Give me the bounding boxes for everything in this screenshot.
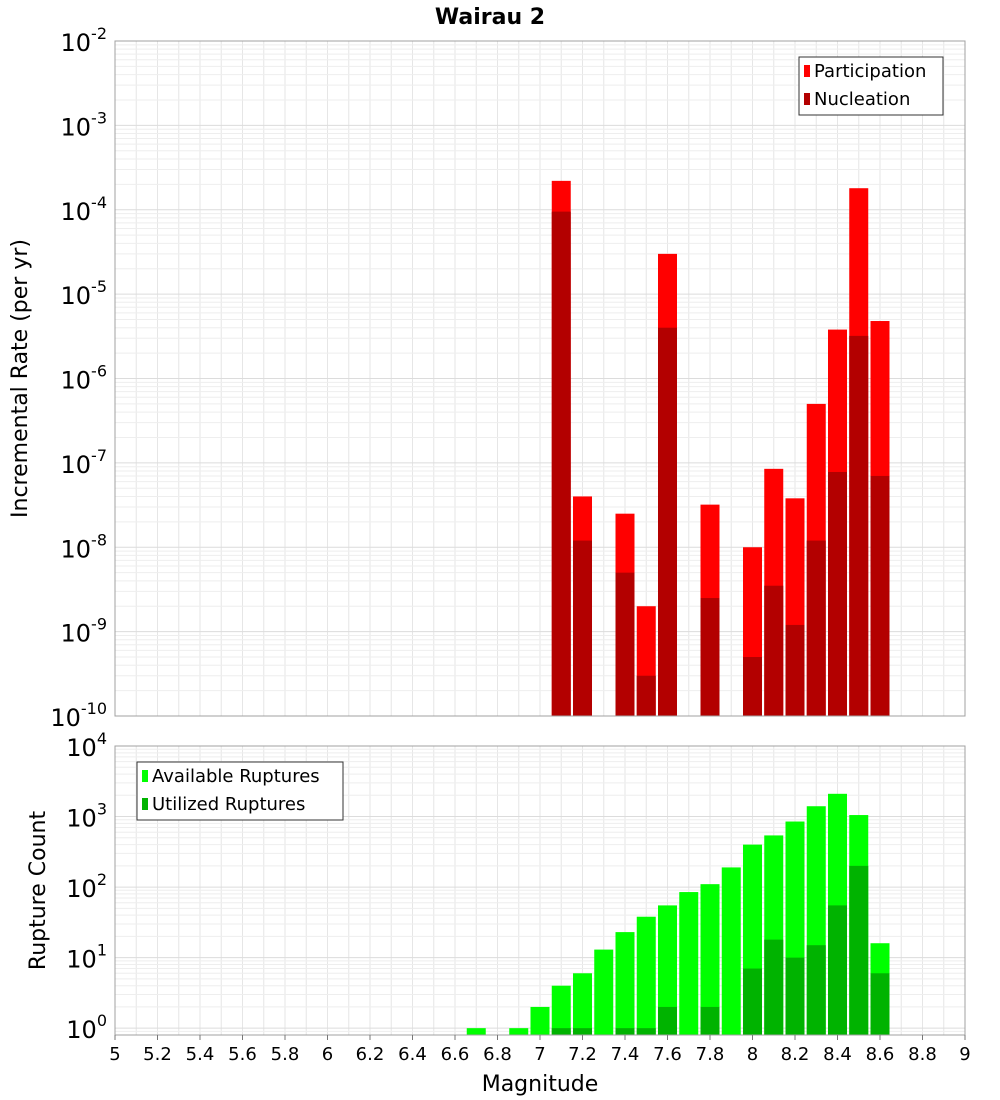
bar-overlay-utilized-ruptures <box>551 1028 571 1035</box>
bar-overlay-nucleation <box>849 335 869 716</box>
legend-swatch <box>142 798 148 810</box>
bar-overlay-nucleation <box>700 598 720 716</box>
y-tick-label: 10-10 <box>50 699 107 732</box>
x-tick-label: 7.6 <box>653 1044 682 1065</box>
bar-overlay-nucleation <box>551 211 571 716</box>
bar-available-ruptures <box>615 932 635 1035</box>
x-tick-label: 8.6 <box>866 1044 895 1065</box>
x-tick-label: 5.6 <box>228 1044 257 1065</box>
x-tick-label: 8.4 <box>823 1044 852 1065</box>
chart-panel-1: 10-2 10-3 10-4 10-5 10-6 10-7 10-8 10-9 10-10 Inc… <box>8 5 966 732</box>
legend-label: Available Ruptures <box>152 766 320 787</box>
y-tick-label: 102 <box>66 870 107 903</box>
plot-border <box>114 40 966 717</box>
bar-overlay-utilized-ruptures <box>849 865 869 1035</box>
y-axis-label: Incremental Rate (per yr) <box>8 239 33 518</box>
y-tick-label: 10-4 <box>61 193 108 226</box>
bar-available-ruptures <box>679 892 699 1035</box>
bar-overlay-nucleation <box>828 471 847 716</box>
bar-overlay-utilized-ruptures <box>806 945 826 1035</box>
x-tick-label: 6 <box>322 1044 333 1065</box>
bar-available-ruptures <box>636 916 656 1035</box>
bar-overlay-nucleation <box>785 624 805 716</box>
bar-overlay-nucleation <box>743 657 762 716</box>
x-tick-label: 6.8 <box>483 1044 512 1065</box>
y-tick-label: 10-5 <box>61 277 108 310</box>
y-tick-label: 10-8 <box>61 530 108 563</box>
chart-title: Wairau 2 <box>435 5 545 30</box>
x-axis-label: Magnitude <box>482 1072 599 1097</box>
bar-overlay-utilized-ruptures <box>615 1028 635 1035</box>
legend-box <box>798 56 944 116</box>
bar-overlay-utilized-ruptures <box>764 939 784 1035</box>
x-tick-label: 8.2 <box>781 1044 810 1065</box>
x-tick-label: 5.4 <box>186 1044 215 1065</box>
bar-available-ruptures <box>530 1006 550 1035</box>
bar-available-ruptures <box>509 1028 529 1035</box>
legend-swatch <box>142 770 148 782</box>
y-tick-label: 10-7 <box>61 446 108 479</box>
bar-overlay-utilized-ruptures <box>700 1006 720 1035</box>
x-tick-label: 6.2 <box>356 1044 385 1065</box>
bar-overlay-utilized-ruptures <box>636 1028 656 1035</box>
bar-overlay-utilized-ruptures <box>573 1028 592 1035</box>
legend-box <box>136 761 344 821</box>
bar-available-ruptures <box>573 973 592 1035</box>
x-tick-label: 5.8 <box>271 1044 300 1065</box>
bar-available-ruptures <box>721 867 741 1035</box>
x-tick-label: 7 <box>534 1044 545 1065</box>
y-tick-label: 103 <box>66 800 107 833</box>
x-tick-label: 7.2 <box>568 1044 597 1065</box>
chart-panel-2: 104 103 102 101 100 Rupture Count 5 5.2 5.4 5.6 5.… <box>26 729 971 1097</box>
x-tick-label: 5.2 <box>143 1044 172 1065</box>
bar-overlay-nucleation <box>636 675 656 716</box>
bar-overlay-nucleation <box>764 585 784 716</box>
bar-available-ruptures <box>658 905 677 1035</box>
bar-available-ruptures <box>594 949 614 1035</box>
x-tick-label: 6.4 <box>398 1044 427 1065</box>
legend-label: Participation <box>814 61 926 82</box>
legend: Available Ruptures Utilized Ruptures <box>136 761 344 821</box>
legend: Participation Nucleation <box>798 56 944 116</box>
x-tick-label: 8.8 <box>908 1044 937 1065</box>
bar-overlay-utilized-ruptures <box>870 973 890 1035</box>
x-tick-label: 8 <box>747 1044 758 1065</box>
bar-overlay-nucleation <box>870 475 890 716</box>
x-tick-label: 6.6 <box>441 1044 470 1065</box>
bar-overlay-nucleation <box>806 540 826 716</box>
x-tick-label: 7.8 <box>696 1044 725 1065</box>
y-tick-label: 104 <box>66 729 107 762</box>
bar-overlay-nucleation <box>573 540 592 716</box>
y-axis-label: Rupture Count <box>26 811 51 971</box>
legend-swatch <box>804 93 810 105</box>
bar-available-ruptures <box>551 985 571 1035</box>
y-tick-label: 10-2 <box>61 24 108 57</box>
bar-available-ruptures <box>700 884 720 1035</box>
legend-label: Utilized Ruptures <box>152 794 305 815</box>
y-tick-label: 10-9 <box>61 615 108 648</box>
bar-overlay-nucleation <box>658 327 677 716</box>
bar-overlay-utilized-ruptures <box>658 1006 677 1035</box>
x-tick-label: 5 <box>109 1044 120 1065</box>
legend-label: Nucleation <box>814 89 910 110</box>
bar-overlay-nucleation <box>615 572 635 716</box>
y-tick-label: 101 <box>66 941 107 974</box>
x-tick-label: 9 <box>959 1044 970 1065</box>
bar-overlay-utilized-ruptures <box>828 905 847 1035</box>
y-tick-label: 100 <box>66 1011 107 1044</box>
bar-available-ruptures <box>466 1028 486 1035</box>
y-tick-label: 10-6 <box>61 362 108 395</box>
y-tick-label: 10-3 <box>61 108 108 141</box>
legend-swatch <box>804 65 810 77</box>
bar-overlay-utilized-ruptures <box>743 968 762 1035</box>
x-tick-label: 7.4 <box>611 1044 640 1065</box>
bar-overlay-utilized-ruptures <box>785 957 805 1035</box>
